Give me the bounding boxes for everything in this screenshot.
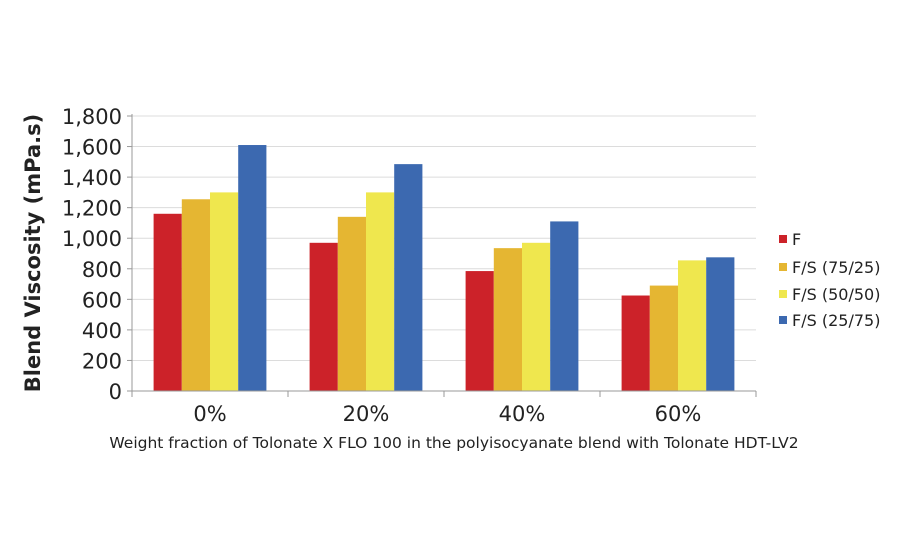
bar-f-s-75-25--20pct: [337, 216, 366, 391]
y-tick-label: 1,200: [62, 197, 122, 221]
y-tick-label: 800: [82, 258, 122, 282]
bar-f-s-75-25--40pct: [493, 248, 522, 391]
y-tick-labels: 0 200 400 600 800 1,000 1,200 1,400 1,600 1,800: [62, 105, 122, 404]
y-tick-label: 0: [109, 380, 122, 404]
bar-f-20pct: [309, 242, 338, 391]
legend-item: F/S (75/25): [779, 258, 880, 277]
y-tick-label: 1,800: [62, 105, 122, 129]
bar-f-s-25-75--0pct: [238, 145, 267, 391]
legend-swatch: [779, 316, 787, 324]
legend-label: F/S (25/75): [792, 311, 880, 330]
bar-f-s-25-75--60pct: [706, 257, 735, 391]
bar-f-s-50-50--0pct: [210, 192, 239, 391]
x-tick-label: 0%: [193, 402, 226, 426]
y-tick-label: 1,400: [62, 166, 122, 190]
x-tick-label: 40%: [499, 402, 546, 426]
y-tick-label: 200: [82, 349, 122, 373]
y-tick-label: 1,000: [62, 227, 122, 251]
bar-f-s-50-50--40pct: [522, 242, 551, 391]
bars: [153, 145, 735, 391]
bar-f-s-75-25--60pct: [649, 285, 678, 391]
bar-f-s-50-50--60pct: [678, 260, 707, 391]
y-tick-label: 600: [82, 288, 122, 312]
legend-item: F/S (50/50): [779, 285, 880, 304]
legend-label: F/S (50/50): [792, 285, 880, 304]
bar-f-40pct: [465, 271, 494, 391]
legend-label: F/S (75/25): [792, 258, 880, 277]
legend-item: F/S (25/75): [779, 311, 880, 330]
x-axis-title: Weight fraction of Tolonate X FLO 100 in…: [109, 434, 798, 452]
bar-f-s-25-75--40pct: [550, 221, 579, 391]
x-tick-label: 20%: [343, 402, 390, 426]
legend-item: F: [779, 230, 801, 249]
bar-f-s-50-50--20pct: [366, 192, 395, 391]
legend: F F/S (75/25) F/S (50/50) F/S (25/75): [779, 230, 880, 330]
bar-f-s-25-75--20pct: [394, 164, 423, 391]
bar-f-60pct: [621, 295, 650, 391]
y-tick-label: 1,600: [62, 136, 122, 160]
legend-swatch: [779, 263, 787, 271]
y-axis-title: Blend Viscosity (mPa.s): [21, 114, 45, 393]
bar-f-s-75-25--0pct: [181, 199, 210, 391]
legend-swatch: [779, 235, 787, 243]
x-tick-labels: 0% 20% 40% 60%: [193, 402, 701, 426]
x-tick-label: 60%: [655, 402, 702, 426]
legend-label: F: [792, 230, 801, 249]
bar-f-0pct: [153, 213, 182, 391]
axes: [127, 114, 757, 397]
y-tick-label: 400: [82, 319, 122, 343]
legend-swatch: [779, 290, 787, 298]
